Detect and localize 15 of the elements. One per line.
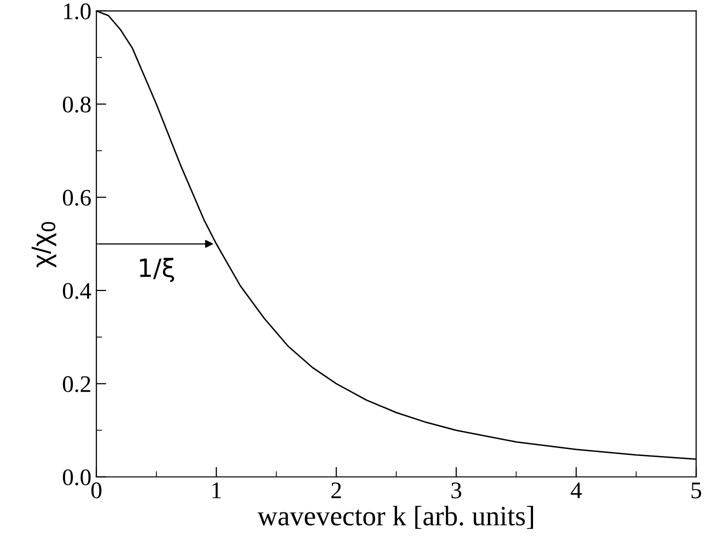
y-tick-label: 0.4 bbox=[62, 282, 92, 300]
x-tick-label: 3 bbox=[451, 482, 462, 498]
x-axis-title: wavevector k [arb. units] bbox=[257, 506, 534, 529]
x-tick-label: 2 bbox=[331, 482, 341, 498]
y-tick-label: 0.2 bbox=[62, 376, 90, 392]
y-axis-title: χ/χ$_{0}$ bbox=[32, 222, 56, 268]
x-tick-label: 4 bbox=[570, 482, 582, 498]
y-tick-label: 0.6 bbox=[62, 190, 91, 206]
y-tick-label: 0.0 bbox=[62, 469, 91, 486]
annotation: 1/ξ bbox=[140, 258, 174, 282]
x-tick-label: 5 bbox=[692, 482, 702, 498]
y-tick-label: 1.0 bbox=[64, 3, 91, 20]
x-tick-label: 0 bbox=[91, 482, 102, 498]
y-tick-label: 0.8 bbox=[62, 96, 91, 113]
x-tick-label: 1 bbox=[212, 482, 221, 498]
